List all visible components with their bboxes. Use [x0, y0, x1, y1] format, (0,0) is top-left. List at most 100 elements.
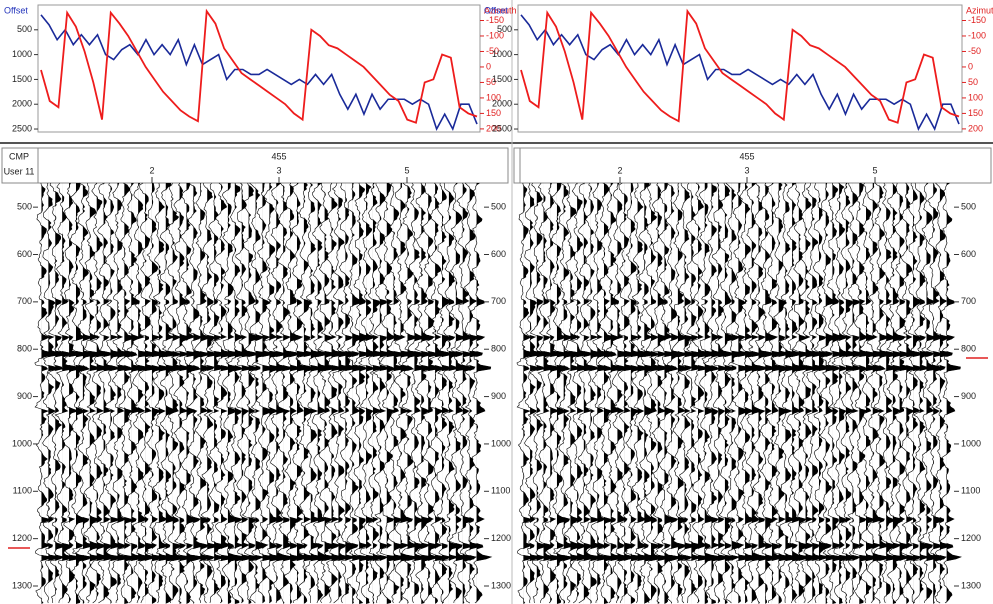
trace-wiggle: [74, 182, 97, 604]
header-row-label: User 11: [4, 166, 35, 176]
trace-tick-label: 3: [744, 165, 749, 175]
trace-wiggle: [42, 182, 63, 604]
trace-wiggle: [611, 182, 633, 604]
offset-tick-label: 2500: [492, 123, 512, 133]
azimuth-axis-label: Azimuth: [966, 5, 993, 15]
trace-wiggle: [564, 182, 584, 604]
time-tick-label: 600: [17, 249, 32, 259]
trace-fill: [234, 183, 247, 604]
trace-wiggle: [638, 182, 662, 604]
trace-wiggle: [819, 182, 839, 604]
trace-wiggle: [103, 182, 126, 604]
trace-wiggle: [436, 182, 453, 604]
trace-wiggle: [812, 182, 831, 604]
trace-wiggle: [367, 182, 386, 604]
trace-wiggle: [738, 182, 762, 604]
seismic-section: [34, 182, 493, 604]
trace-fill: [839, 183, 852, 604]
trace-wiggle: [617, 182, 638, 604]
offset-axis-label: Offset: [484, 5, 508, 15]
trace-wiggle: [698, 182, 721, 604]
trace-wiggle: [524, 182, 544, 604]
azimuth-tick-label: 200: [486, 123, 501, 133]
time-tick-label: 800: [961, 344, 976, 354]
time-tick-label: 1100: [13, 486, 32, 496]
trace-wiggle: [919, 182, 942, 604]
trace-wiggle: [290, 182, 312, 604]
trace-wiggle: [651, 182, 670, 604]
trace-fill: [711, 183, 724, 604]
trace-wiggle: [758, 182, 779, 604]
trace-wiggle: [550, 182, 573, 604]
time-tick-label: 1100: [961, 486, 980, 496]
time-tick-label: 1000: [12, 438, 32, 448]
trace-wiggle: [725, 182, 746, 604]
time-tick-label: 700: [491, 296, 506, 306]
trace-wiggle: [90, 182, 111, 604]
trace-fill: [96, 183, 111, 604]
trace-wiggle: [685, 182, 704, 604]
trace-wiggle: [227, 182, 248, 604]
time-tick-label: 1000: [491, 438, 511, 448]
offset-line: [520, 14, 960, 132]
trace-fill: [124, 183, 137, 604]
offset-tick-label: 500: [17, 24, 32, 34]
time-tick-label: 1200: [961, 533, 981, 543]
azimuth-tick-label: 0: [968, 61, 973, 71]
trace-fill: [798, 183, 811, 604]
trace-wiggle: [732, 182, 754, 604]
time-tick-label: 600: [491, 249, 506, 259]
cmp-label: 455: [739, 151, 754, 161]
trace-wiggle: [577, 182, 599, 604]
azimuth-tick-label: 50: [486, 77, 496, 87]
trace-wiggle: [400, 182, 422, 604]
trace-wiggle: [826, 182, 847, 604]
trace-wiggle: [583, 182, 605, 603]
trace-wiggle: [428, 182, 451, 604]
trace-wiggle: [317, 182, 338, 604]
azimuth-tick-label: -100: [486, 30, 504, 40]
trace-wiggle: [791, 182, 812, 604]
trace-wiggle: [414, 182, 436, 604]
trace-wiggle: [624, 182, 646, 604]
time-tick-label: 600: [961, 249, 976, 259]
offset-tick-label: 2000: [492, 99, 512, 109]
azimuth-tick-label: 0: [486, 61, 491, 71]
azimuth-tick-label: -50: [968, 46, 981, 56]
trace-wiggle: [866, 182, 891, 604]
trace-wiggle: [207, 182, 227, 604]
azimuth-tick-label: 150: [486, 108, 501, 118]
offset-tick-label: 1000: [492, 49, 512, 59]
azimuth-line: [520, 8, 960, 124]
trace-fill: [303, 183, 318, 604]
trace-wiggle: [283, 182, 304, 604]
trace-tick-label: 5: [872, 165, 877, 175]
trace-wiggle: [47, 182, 67, 604]
trace-fill: [765, 183, 778, 604]
azimuth-tick-label: 150: [968, 108, 983, 118]
trace-wiggle: [907, 182, 924, 604]
header-row-label: CMP: [9, 151, 29, 161]
trace-wiggle: [765, 182, 786, 604]
trace-fill: [386, 183, 401, 604]
trace-wiggle: [386, 182, 408, 604]
trace-wiggle: [718, 182, 737, 604]
trace-wiggle: [353, 182, 374, 604]
trace-wiggle: [845, 182, 864, 604]
trace-wiggle: [277, 182, 300, 604]
trace-wiggle: [880, 182, 898, 604]
trace-wiggle: [249, 182, 270, 604]
trace-wiggle: [117, 182, 137, 604]
azimuth-tick-label: -150: [486, 15, 504, 25]
trace-fill: [151, 183, 167, 604]
trace-wiggle: [805, 182, 825, 604]
time-tick-label: 1300: [491, 580, 511, 590]
trace-wiggle: [34, 182, 56, 604]
azimuth-tick-label: 100: [968, 92, 983, 102]
trace-wiggle: [448, 182, 471, 604]
trace-wiggle: [886, 182, 908, 604]
trace-wiggle: [678, 183, 695, 604]
trace-fill: [738, 183, 752, 604]
trace-fill: [435, 183, 450, 604]
